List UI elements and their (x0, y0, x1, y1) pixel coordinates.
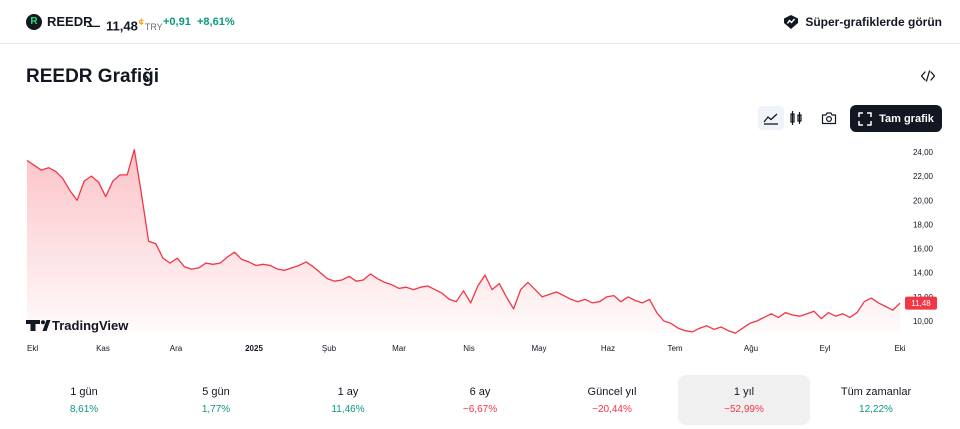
last-price-tag (905, 296, 937, 310)
x-tick-label: 2025 (245, 344, 263, 353)
price-line (26, 148, 901, 334)
x-tick-label: Şub (322, 344, 337, 353)
period-selector: 1 gün 8,61% 5 gün 1,77% 1 ay 11,46% 6 ay −6,67%… (18, 375, 942, 425)
y-tick-label: 16,00 (913, 245, 934, 254)
y-tick-label: 18,00 (913, 220, 934, 229)
x-tick-label: May (531, 344, 546, 353)
currency-code: TRY (144, 22, 163, 33)
period-change: 8,61% (69, 404, 99, 415)
period-tab[interactable]: 1 yıl −52,99% (678, 375, 810, 425)
period-tab[interactable]: 5 gün 1,77% (150, 375, 282, 425)
embed-code-icon[interactable] (920, 69, 936, 83)
tradingview-watermark: TradingView (26, 318, 129, 333)
y-tick-label: 10,00 (913, 317, 934, 326)
x-tick-label: Ekl (27, 344, 38, 353)
supercharts-icon (784, 15, 799, 29)
full-chart-label: Tam grafik (879, 112, 934, 125)
period-tab[interactable]: Tüm zamanlar 12,22% (810, 375, 942, 425)
period-tab[interactable]: 6 ay −6,67% (414, 375, 546, 425)
period-label: 1 gün (70, 386, 98, 398)
expand-icon (858, 111, 872, 126)
period-change: −20,44% (592, 404, 632, 415)
x-tick-label: Ağu (744, 344, 758, 353)
x-tick-label: Mar (392, 344, 406, 353)
period-label: Tüm zamanlar (840, 386, 912, 398)
separator-dash: — (87, 18, 100, 34)
y-tick-label: 24,00 (913, 148, 934, 157)
x-tick-label: Eyl (819, 344, 830, 353)
last-price: 11,48 (106, 18, 138, 34)
price-change: +0,91 (163, 16, 191, 28)
x-tick-label: Kas (96, 344, 110, 353)
y-tick-label: 14,00 (913, 269, 934, 278)
period-change: −52,99% (724, 404, 764, 415)
price-block: — 11,48¢TRY (87, 14, 163, 35)
period-change: −6,67% (462, 404, 498, 415)
chart-title[interactable]: REEDR Grafiği (26, 66, 160, 87)
y-tick-label: 20,00 (913, 196, 934, 205)
period-tab[interactable]: 1 gün 8,61% (18, 375, 150, 425)
price-chart[interactable]: 24,0022,0020,0018,0016,0014,0012,0010,00… (0, 140, 960, 360)
currency-marker: ¢ (138, 17, 144, 27)
period-change: 12,22% (859, 404, 893, 415)
price-area-fill (27, 149, 900, 334)
last-price-tag-label: 11,48 (911, 299, 931, 308)
supercharts-label: Süper-grafiklerde görün (805, 15, 942, 29)
screenshot-button[interactable] (816, 106, 842, 130)
candles-icon (790, 111, 802, 125)
period-label: Güncel yıl (587, 386, 637, 398)
period-change: 11,46% (331, 404, 365, 415)
period-change: 1,77% (201, 404, 231, 415)
period-tab[interactable]: Güncel yıl −20,44% (546, 375, 678, 425)
camera-icon (821, 112, 837, 125)
watermark-text: TradingView (52, 318, 129, 333)
company-logo: R (26, 14, 42, 30)
area-chart-button[interactable] (758, 106, 784, 130)
period-label: 1 ay (337, 386, 359, 398)
symbol-header: R REEDR — 11,48¢TRY +0,91 +8,61% Süper-gr… (0, 0, 960, 44)
price-change-percent: +8,61% (197, 16, 235, 28)
period-label: 5 gün (202, 386, 230, 398)
x-tick-label: Nis (463, 344, 475, 353)
supercharts-link[interactable]: Süper-grafiklerde görün (783, 13, 942, 31)
x-tick-label: Eki (894, 344, 905, 353)
area-chart-icon (763, 113, 778, 125)
period-label: 1 yıl (733, 386, 755, 398)
candles-button[interactable] (783, 106, 809, 130)
full-chart-button[interactable]: Tam grafik (850, 105, 942, 132)
chevron-right-icon[interactable]: › (144, 68, 150, 87)
ticker-symbol[interactable]: REEDR (47, 14, 93, 29)
x-tick-label: Ara (170, 344, 183, 353)
x-tick-label: Haz (601, 344, 615, 353)
period-label: 6 ay (469, 386, 491, 398)
period-tab[interactable]: 1 ay 11,46% (282, 375, 414, 425)
y-tick-label: 22,00 (913, 172, 934, 181)
x-tick-label: Tem (667, 344, 682, 353)
